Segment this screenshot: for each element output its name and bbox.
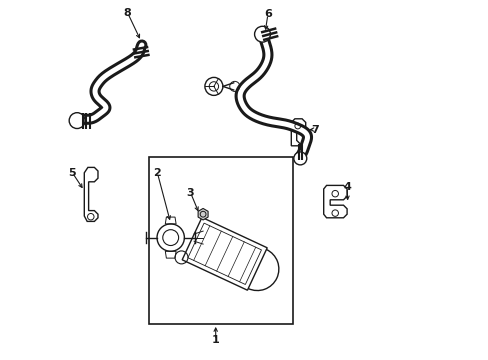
Circle shape — [204, 77, 223, 95]
Circle shape — [157, 224, 184, 251]
Text: 1: 1 — [211, 335, 219, 345]
Text: 5: 5 — [68, 168, 76, 178]
Circle shape — [69, 113, 85, 129]
Text: 6: 6 — [264, 9, 271, 19]
Circle shape — [254, 26, 270, 42]
Polygon shape — [198, 208, 208, 220]
Text: 8: 8 — [123, 8, 131, 18]
Circle shape — [293, 152, 306, 165]
Text: 4: 4 — [343, 182, 350, 192]
Bar — [149, 157, 292, 324]
Text: 2: 2 — [153, 168, 161, 178]
Text: 3: 3 — [186, 188, 194, 198]
Text: 7: 7 — [310, 125, 318, 135]
